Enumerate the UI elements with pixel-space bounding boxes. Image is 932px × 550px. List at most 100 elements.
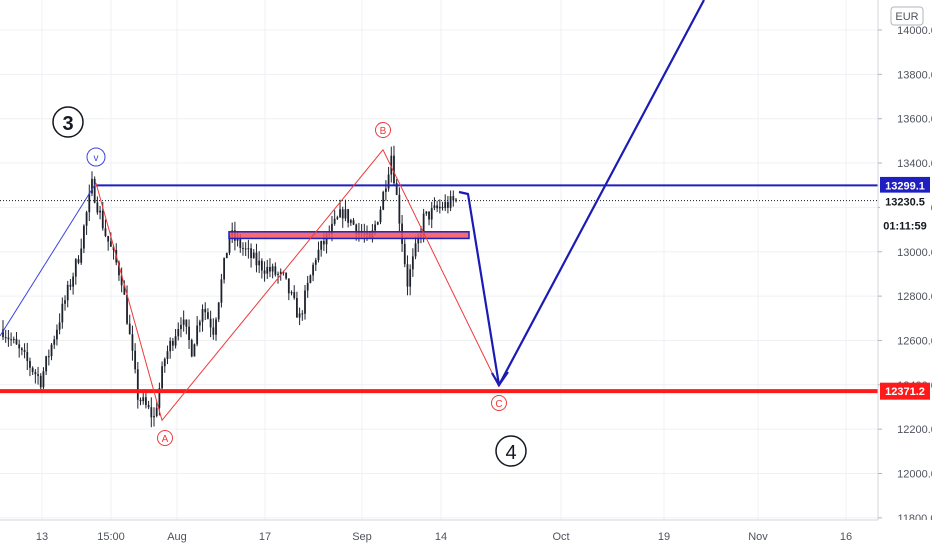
time-axis[interactable]: 13 15:00 Aug 17 Sep 14 Oct 19 Nov 16 bbox=[0, 519, 932, 550]
candle-body bbox=[7, 337, 10, 340]
candle-body bbox=[104, 228, 107, 236]
candle-body bbox=[347, 209, 350, 223]
time-tick-label: 19 bbox=[658, 531, 670, 543]
candle-body bbox=[217, 302, 220, 320]
candle-body bbox=[42, 371, 45, 388]
candle-body bbox=[428, 211, 430, 220]
candle-body bbox=[29, 360, 31, 368]
projected-wave-path bbox=[458, 0, 705, 387]
candle-body bbox=[10, 339, 12, 341]
candle-body bbox=[285, 272, 288, 279]
candle-body bbox=[93, 178, 96, 203]
price-tick-label: 13800.0 bbox=[897, 69, 932, 81]
resistance-price-label: 13299.1 bbox=[885, 180, 925, 192]
candle-body bbox=[26, 351, 29, 361]
candle-body bbox=[131, 334, 134, 351]
candle-body bbox=[225, 252, 228, 259]
candle-body bbox=[201, 308, 204, 322]
candle-body bbox=[398, 194, 401, 224]
price-axis-background bbox=[878, 0, 932, 550]
candle-body bbox=[274, 266, 277, 275]
candle-body bbox=[180, 324, 182, 330]
support-tag-background bbox=[880, 382, 930, 400]
candle-body bbox=[376, 222, 379, 225]
candle-body bbox=[212, 327, 215, 335]
candle-body bbox=[39, 375, 42, 388]
time-tick-label: Sep bbox=[352, 531, 372, 543]
candle-body bbox=[193, 344, 196, 357]
candle-body bbox=[207, 312, 209, 319]
candle-body bbox=[279, 271, 282, 274]
candle-body bbox=[433, 205, 436, 209]
candle-body bbox=[228, 235, 231, 253]
support-price-tag: 12371.2 bbox=[880, 382, 930, 400]
candle-body bbox=[88, 193, 91, 213]
candle-body bbox=[118, 262, 120, 276]
price-tick-label: 13400.0 bbox=[897, 158, 932, 170]
candle-body bbox=[64, 300, 66, 304]
candle-body bbox=[72, 276, 75, 287]
candle-body bbox=[145, 397, 147, 406]
candle-body bbox=[379, 209, 382, 223]
price-axis-ticks: 14000.013800.013600.013400.013200.013000… bbox=[878, 25, 932, 525]
candle-body bbox=[317, 249, 320, 261]
wave-b-circle bbox=[375, 122, 391, 138]
candle-body bbox=[236, 237, 239, 241]
candle-body bbox=[349, 220, 352, 223]
candle-body bbox=[158, 388, 161, 408]
last-price-tag: 13230.5 01:11:59 bbox=[880, 192, 930, 233]
wave-b-text: B bbox=[380, 126, 387, 137]
candle-body bbox=[190, 339, 193, 357]
price-tick-label: 13600.0 bbox=[897, 114, 932, 126]
time-axis-background bbox=[0, 520, 932, 550]
candle-body bbox=[15, 339, 18, 345]
candle-body bbox=[69, 284, 72, 287]
candle-body bbox=[293, 292, 296, 299]
candle-body bbox=[82, 225, 85, 249]
candle-body bbox=[306, 282, 309, 291]
price-tick-label: 12800.0 bbox=[897, 291, 932, 303]
currency-label: EUR bbox=[895, 11, 918, 23]
drawings bbox=[0, 0, 878, 422]
candle-body bbox=[136, 369, 139, 400]
wave-v-label: v bbox=[86, 147, 106, 167]
candle-body bbox=[166, 351, 169, 360]
currency-button[interactable]: EUR bbox=[890, 6, 924, 26]
price-tick-label: 12600.0 bbox=[897, 335, 932, 347]
candle-body bbox=[269, 266, 271, 272]
candle-body bbox=[171, 340, 174, 346]
candle-body bbox=[417, 236, 420, 244]
candle-body bbox=[34, 372, 37, 375]
candle-body bbox=[31, 367, 34, 373]
support-price-label: 12371.2 bbox=[885, 386, 925, 398]
candle-body bbox=[255, 252, 258, 266]
candle-body bbox=[147, 405, 150, 408]
candle-body bbox=[441, 206, 444, 209]
candle-body bbox=[120, 275, 123, 286]
candle-body bbox=[107, 235, 110, 242]
candle-body bbox=[425, 211, 428, 214]
candle-body bbox=[18, 344, 21, 349]
time-tick-label: 14 bbox=[435, 531, 447, 543]
price-tick-label: 14000.0 bbox=[897, 25, 932, 37]
candle-body bbox=[74, 259, 77, 277]
candle-body bbox=[123, 285, 126, 295]
candle-body bbox=[290, 292, 293, 294]
candle-body bbox=[447, 202, 449, 208]
wave-c-text: C bbox=[495, 399, 502, 410]
currency-button-frame bbox=[890, 6, 924, 26]
candle-body bbox=[91, 178, 93, 194]
price-axis[interactable]: 14000.013800.013600.013400.013200.013000… bbox=[877, 0, 932, 550]
candle-body bbox=[169, 340, 172, 352]
wave-v-circle bbox=[86, 147, 106, 167]
candle-body bbox=[4, 337, 7, 339]
candle-body bbox=[438, 206, 441, 209]
candle-body bbox=[260, 260, 263, 271]
candle-body bbox=[393, 155, 395, 184]
candle-body bbox=[66, 284, 69, 301]
candle-body bbox=[304, 290, 306, 314]
candle-body bbox=[252, 252, 255, 259]
candle-body bbox=[242, 247, 244, 249]
wave-a-text: A bbox=[162, 434, 169, 445]
